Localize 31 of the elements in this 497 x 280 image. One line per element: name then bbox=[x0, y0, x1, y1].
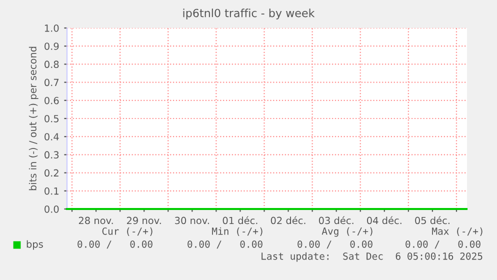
y-tick-label: 0.9 bbox=[44, 42, 59, 50]
x-tick-label: 30 nov. bbox=[175, 216, 209, 224]
legend-label: bps bbox=[26, 240, 43, 250]
x-tick-label: 01 déc. bbox=[222, 216, 258, 224]
y-tick-label: 0.1 bbox=[44, 187, 58, 195]
text: Max (-/+) bbox=[432, 227, 482, 236]
y-tick-label: 1.0 bbox=[44, 24, 59, 32]
x-tick-label: 28 nov. bbox=[78, 216, 113, 224]
x-tick-label: 02 déc. bbox=[270, 216, 306, 224]
y-tick-label: 0.7 bbox=[44, 78, 59, 86]
y-axis-title: bits in (-) / out (+) per second bbox=[28, 46, 38, 190]
text: Min (-/+) bbox=[212, 227, 262, 236]
text: Avg (-/+) bbox=[322, 227, 372, 237]
y-tick-label: 0.0 bbox=[44, 205, 59, 213]
y-tick-label: 0.3 bbox=[44, 151, 59, 159]
text: 0.00 / 0.00 bbox=[406, 240, 480, 249]
x-tick-label: 03 déc. bbox=[318, 216, 354, 224]
text: 0.00 / 0.00 bbox=[78, 240, 152, 249]
y-tick-label: 0.5 bbox=[44, 114, 59, 122]
x-tick-label: 05 déc. bbox=[415, 216, 450, 224]
x-tick-label: 04 déc. bbox=[367, 216, 402, 224]
y-tick-label: 0.8 bbox=[44, 60, 59, 68]
text: 0.00 / 0.00 bbox=[298, 240, 372, 249]
y-tick-label: 0.6 bbox=[44, 96, 59, 104]
x-tick-label: 29 nov. bbox=[126, 216, 161, 224]
y-tick-label: 0.4 bbox=[44, 133, 59, 140]
text: Last update: Sat Dec 6 05:00:16 2025 bbox=[262, 252, 482, 262]
chart-title: ip6tnl0 traffic - by week bbox=[183, 8, 315, 20]
text: Cur (-/+) bbox=[102, 227, 152, 236]
text: 0.00 / 0.00 bbox=[188, 240, 262, 249]
y-tick-label: 0.2 bbox=[44, 169, 58, 177]
